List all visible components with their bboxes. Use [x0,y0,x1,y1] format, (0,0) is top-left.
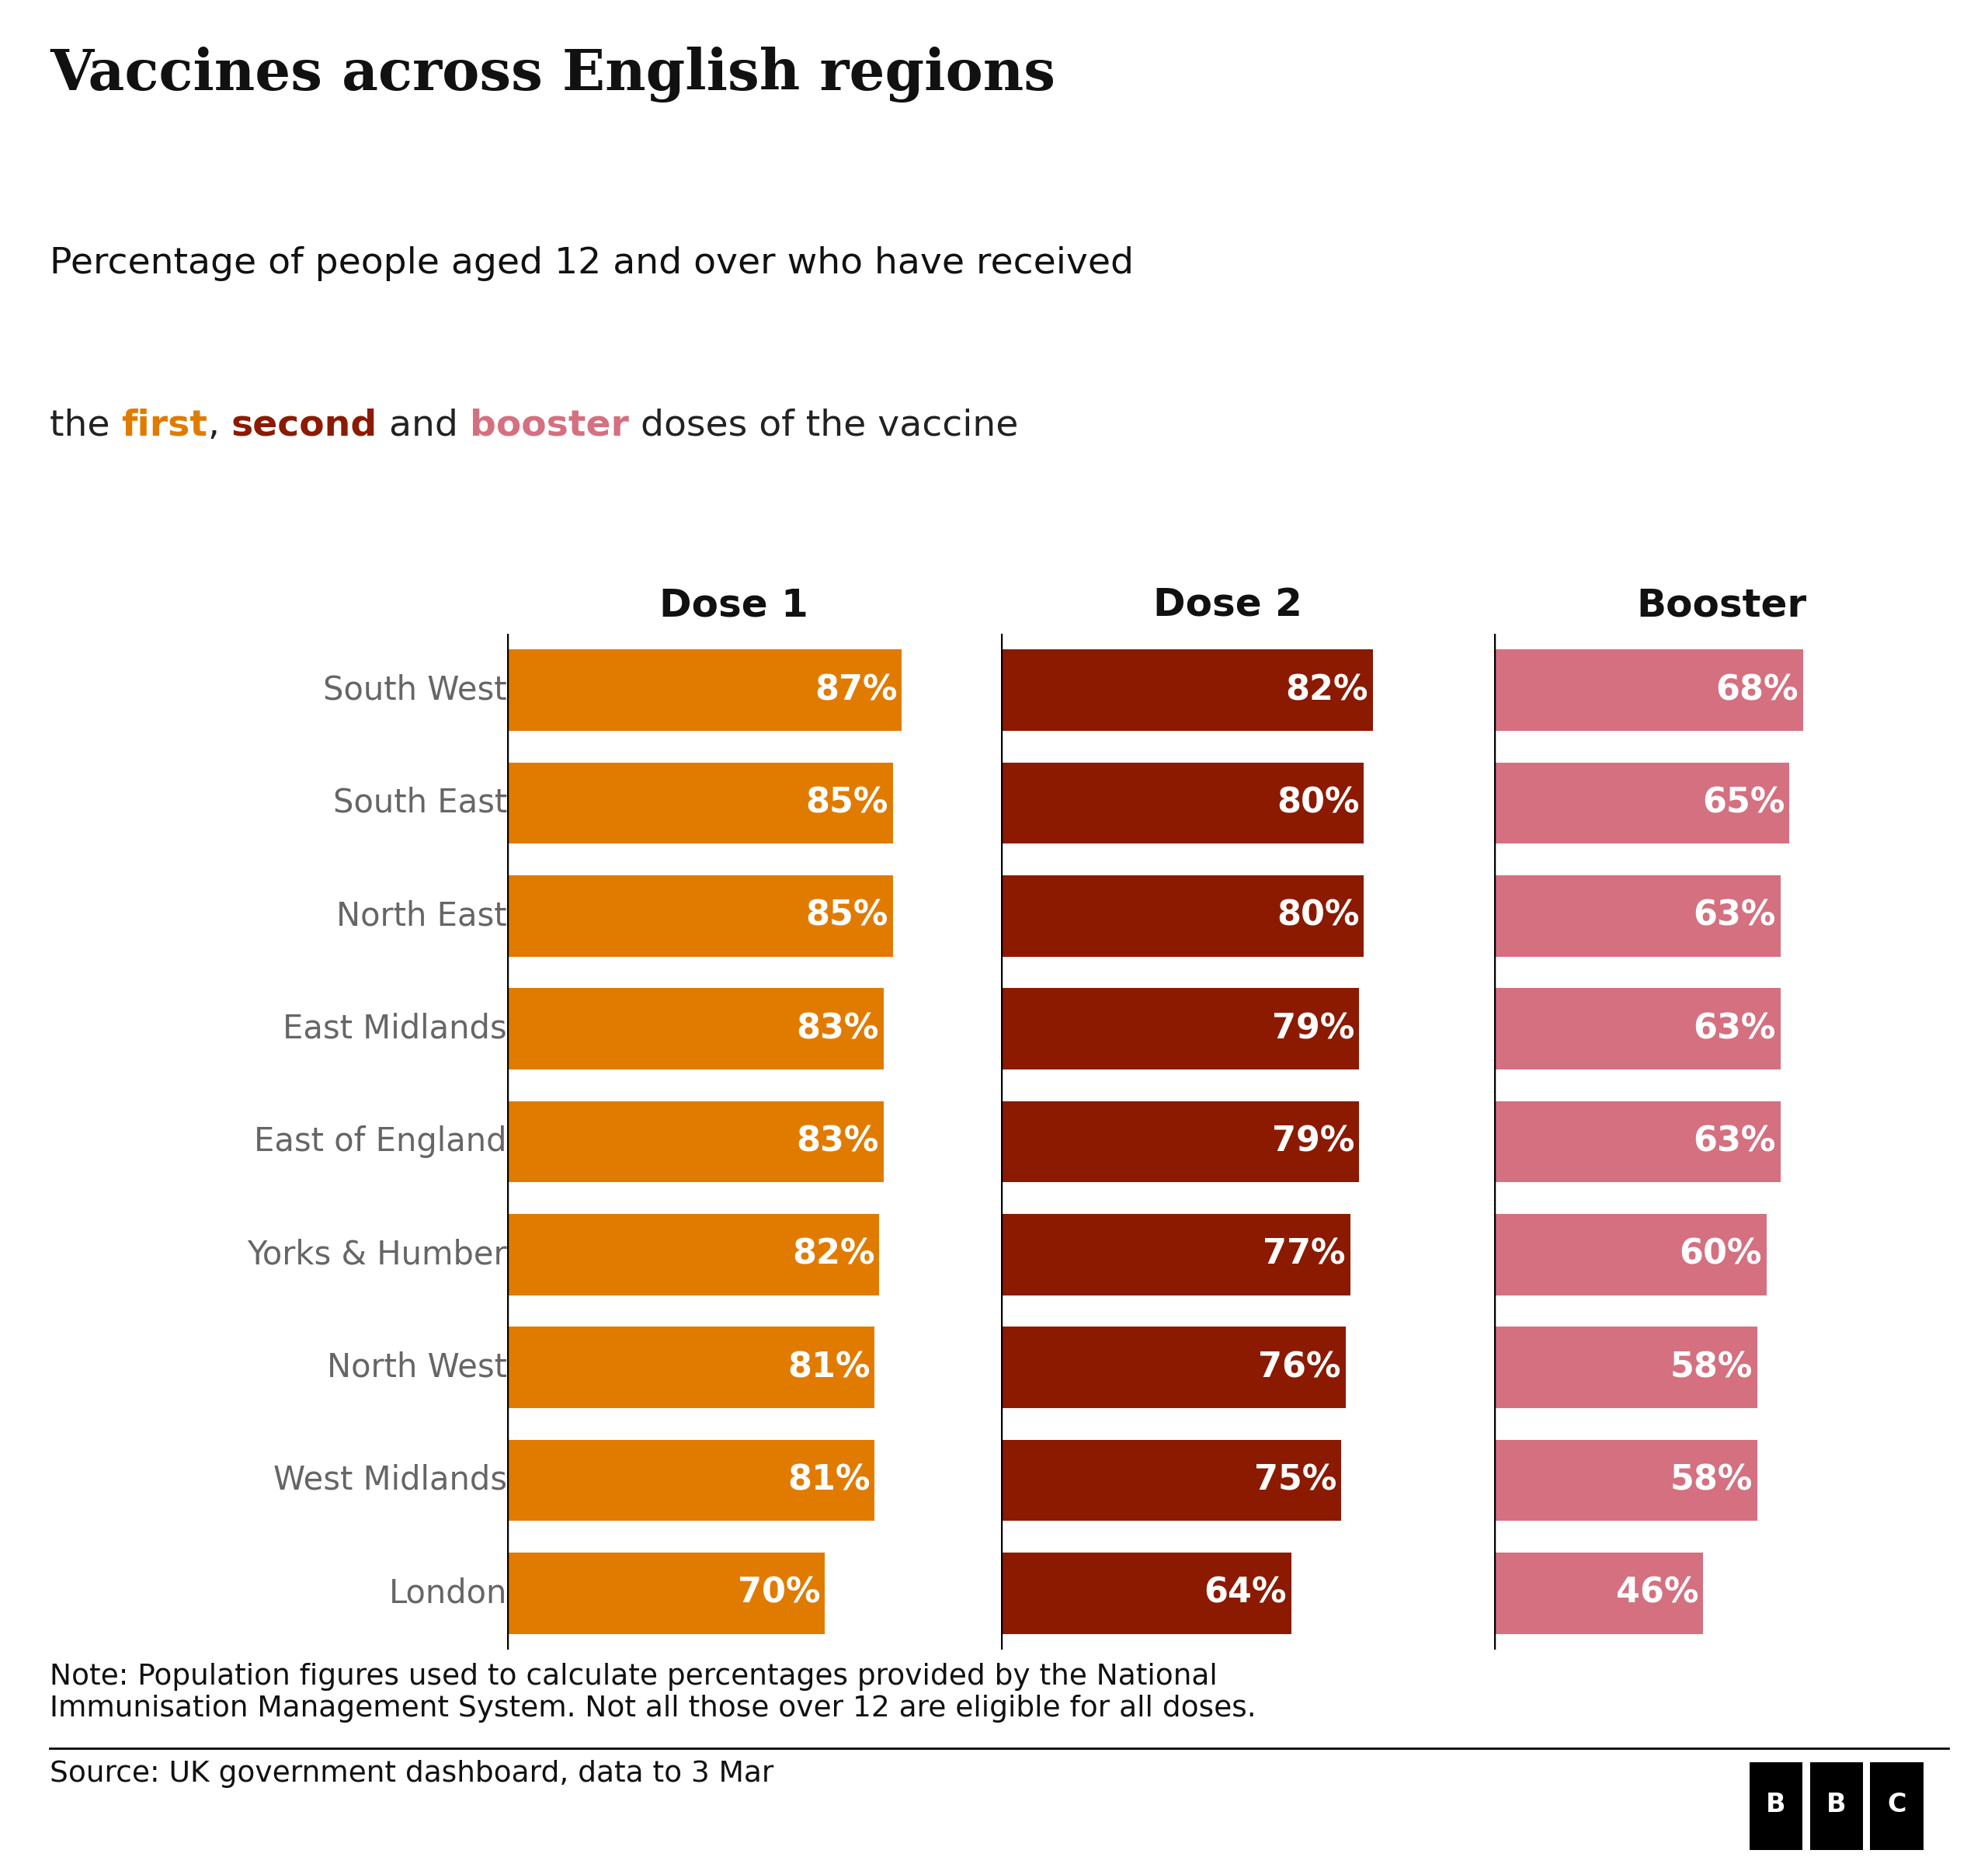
Text: 80%: 80% [1276,787,1360,820]
Bar [1000,1553,1290,1635]
Bar [507,1439,875,1521]
Text: 63%: 63% [1694,898,1775,932]
Bar [1000,1327,1346,1407]
Bar [507,1327,875,1407]
Text: 85%: 85% [805,898,889,932]
Text: East Midlands: East Midlands [282,1012,507,1046]
Text: and: and [378,408,469,444]
Text: North West: North West [326,1351,507,1383]
Text: North East: North East [336,900,507,932]
FancyBboxPatch shape [1749,1763,1803,1849]
Bar [1495,1102,1781,1182]
Bar [1000,1213,1350,1295]
Bar [1495,876,1781,956]
Text: 81%: 81% [787,1463,871,1497]
Text: Dose 2: Dose 2 [1153,587,1302,624]
Text: 75%: 75% [1254,1463,1336,1497]
Text: the: the [50,408,121,444]
Bar [1000,1102,1360,1182]
Text: B: B [1765,1791,1785,1817]
Text: 76%: 76% [1258,1351,1342,1385]
Text: 63%: 63% [1694,1126,1775,1158]
Bar [507,1102,885,1182]
Text: 68%: 68% [1716,673,1799,706]
Bar [1495,1327,1757,1407]
Text: 87%: 87% [815,673,897,706]
Text: 82%: 82% [791,1238,875,1271]
Text: 81%: 81% [787,1351,871,1385]
Text: 79%: 79% [1272,1126,1354,1158]
Text: Yorks & Humber: Yorks & Humber [247,1238,507,1271]
Text: ,: , [207,408,231,444]
Text: Note: Population figures used to calculate percentages provided by the National
: Note: Population figures used to calcula… [50,1663,1256,1722]
Bar [507,1553,825,1635]
Text: booster: booster [469,408,628,444]
Text: Dose 1: Dose 1 [660,587,809,624]
Text: 80%: 80% [1276,898,1360,932]
Text: 58%: 58% [1670,1463,1753,1497]
Bar [1495,988,1781,1070]
Text: 65%: 65% [1702,787,1785,820]
Bar [1495,649,1803,731]
Bar [507,876,893,956]
Bar [507,1213,879,1295]
Text: 64%: 64% [1205,1577,1286,1610]
Bar [1000,876,1364,956]
Text: 70%: 70% [738,1577,821,1610]
Bar [1000,649,1374,731]
Text: 46%: 46% [1616,1577,1698,1610]
Text: first: first [121,408,207,444]
Bar [1495,1553,1704,1635]
Text: West Midlands: West Midlands [272,1463,507,1497]
Bar [507,762,893,844]
Text: 85%: 85% [805,787,889,820]
Text: 83%: 83% [797,1012,879,1046]
Text: Percentage of people aged 12 and over who have received: Percentage of people aged 12 and over wh… [50,246,1133,281]
Text: second: second [231,408,378,444]
Text: South East: South East [332,787,507,820]
FancyBboxPatch shape [1809,1763,1863,1849]
Text: 82%: 82% [1286,673,1368,706]
Text: 60%: 60% [1680,1238,1761,1271]
Text: 58%: 58% [1670,1351,1753,1385]
Bar [1495,1439,1757,1521]
Text: South West: South West [324,675,507,706]
FancyBboxPatch shape [1871,1763,1922,1849]
Text: East of England: East of England [254,1126,507,1158]
Text: B: B [1827,1791,1847,1817]
Text: Source: UK government dashboard, data to 3 Mar: Source: UK government dashboard, data to… [50,1760,773,1788]
Bar [1000,1439,1342,1521]
Bar [1000,762,1364,844]
Text: 63%: 63% [1694,1012,1775,1046]
Bar [507,988,885,1070]
Text: 77%: 77% [1262,1238,1346,1271]
Text: London: London [388,1577,507,1609]
Text: 83%: 83% [797,1126,879,1158]
Text: Booster: Booster [1636,587,1807,624]
Text: Vaccines across English regions: Vaccines across English regions [50,47,1056,103]
Text: C: C [1887,1791,1906,1817]
Bar [1495,1213,1767,1295]
Bar [507,649,903,731]
Text: 79%: 79% [1272,1012,1354,1046]
Text: doses of the vaccine: doses of the vaccine [628,408,1018,444]
Bar [1000,988,1360,1070]
Bar [1495,762,1789,844]
